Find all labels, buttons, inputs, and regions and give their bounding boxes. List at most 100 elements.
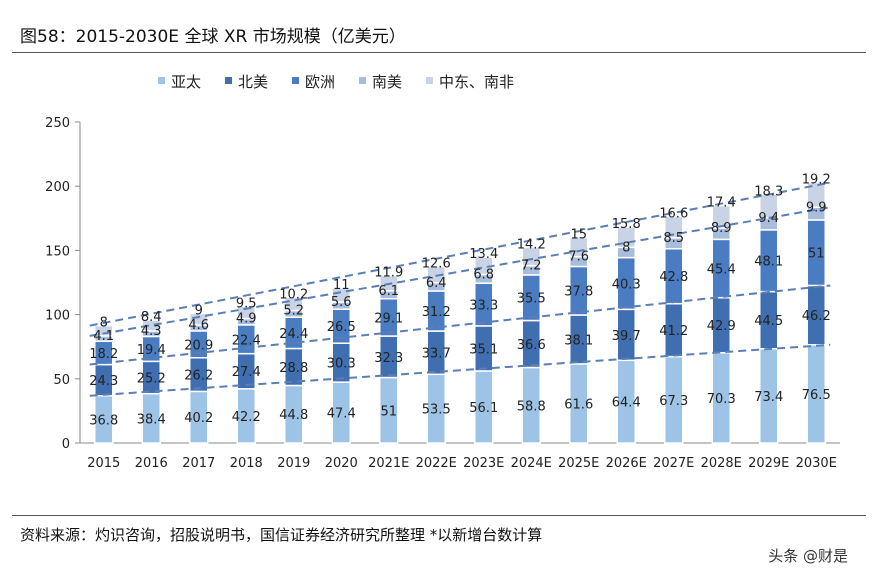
data-label: 33.3 — [469, 299, 498, 314]
data-label: 4.9 — [236, 312, 257, 327]
data-label: 46.2 — [802, 309, 831, 324]
data-label: 53.5 — [422, 403, 451, 418]
data-label: 22.4 — [232, 333, 261, 348]
x-tick-label: 2028E — [701, 456, 742, 471]
x-tick-label: 2019 — [277, 456, 310, 471]
bar-segment — [711, 204, 731, 229]
bar-segment — [141, 319, 161, 332]
data-label: 19.2 — [802, 173, 831, 188]
data-label: 38.4 — [137, 412, 166, 427]
data-label: 5.6 — [331, 295, 352, 310]
data-label: 64.4 — [612, 396, 641, 411]
data-label: 28.8 — [279, 361, 308, 376]
legend-swatch — [359, 77, 366, 84]
data-label: 9.9 — [806, 200, 827, 215]
data-label: 17.4 — [707, 196, 736, 211]
data-label: 26.2 — [184, 369, 213, 384]
y-tick-label: 200 — [45, 180, 70, 195]
data-label: 36.6 — [517, 338, 546, 353]
legend-swatch — [158, 77, 165, 84]
data-label: 7.2 — [521, 259, 542, 274]
data-label: 44.5 — [754, 314, 783, 329]
legend-swatch — [426, 77, 433, 84]
data-label: 44.8 — [279, 408, 308, 423]
data-label: 9 — [195, 303, 203, 318]
x-tick-label: 2024E — [511, 456, 552, 471]
x-tick-label: 2023E — [463, 456, 504, 471]
stacked-bar-chart: 0 50 100 150 200 250 2015 2016 2017 2018 2019 2020 2… — [45, 73, 840, 471]
data-label: 39.7 — [612, 329, 641, 344]
data-label: 31.2 — [422, 305, 451, 320]
data-label: 47.4 — [327, 407, 356, 422]
legend-label: 中东、南非 — [439, 73, 514, 91]
trend-line — [89, 181, 831, 327]
data-label: 20.9 — [184, 338, 213, 353]
data-label: 61.6 — [564, 397, 593, 412]
data-label: 32.3 — [374, 351, 403, 366]
data-label: 15 — [570, 227, 587, 242]
data-label: 73.4 — [754, 390, 783, 405]
chart-title: 图58：2015-2030E 全球 XR 市场规模（亿美元） — [20, 27, 406, 47]
data-label: 8 — [622, 240, 630, 255]
data-label: 14.2 — [517, 237, 546, 252]
x-tick-label: 2017 — [182, 456, 215, 471]
data-label: 36.8 — [89, 413, 118, 428]
data-label: 13.4 — [469, 247, 498, 262]
trend-line — [89, 343, 831, 397]
data-label: 16.6 — [659, 207, 688, 222]
data-label: 70.3 — [707, 392, 736, 407]
x-tick-label: 2027E — [653, 456, 694, 471]
data-label: 33.7 — [422, 347, 451, 362]
legend-label: 北美 — [238, 73, 268, 91]
source-note: 资料来源：灼识咨询，招股说明书，国信证券经济研究所整理 *以新增台数计算 — [20, 526, 543, 544]
x-tick-label: 2020 — [325, 456, 358, 471]
data-label: 8.4 — [141, 310, 162, 325]
bar-segment — [331, 287, 351, 303]
data-label: 42.9 — [707, 319, 736, 334]
data-label: 11 — [333, 278, 350, 293]
data-label: 4.1 — [93, 329, 114, 344]
data-label: 25.2 — [137, 372, 166, 387]
data-label: 30.3 — [327, 357, 356, 372]
data-label: 19.4 — [137, 343, 166, 358]
data-label: 67.3 — [659, 394, 688, 409]
data-label: 8.5 — [663, 231, 684, 246]
data-label: 6.1 — [378, 284, 399, 299]
data-label: 51 — [808, 247, 825, 262]
x-tick-label: 2018 — [230, 456, 263, 471]
data-label: 26.5 — [327, 320, 356, 335]
data-label: 9.4 — [758, 211, 779, 226]
y-tick-label: 100 — [45, 309, 70, 324]
data-label: 41.2 — [659, 324, 688, 339]
y-tick-label: 50 — [53, 373, 70, 388]
trend-line — [89, 284, 831, 366]
data-label: 48.1 — [754, 255, 783, 270]
data-label: 10.2 — [279, 287, 308, 302]
data-label: 45.4 — [707, 263, 736, 278]
data-label: 29.1 — [374, 311, 403, 326]
data-label: 35.1 — [469, 342, 498, 357]
data-label: 18.2 — [89, 347, 118, 362]
trend-line — [89, 206, 831, 337]
bar-segment — [236, 305, 256, 320]
data-label: 6.4 — [426, 276, 447, 291]
y-tick-label: 0 — [62, 437, 70, 452]
data-label: 24.4 — [279, 327, 308, 342]
data-label: 35.5 — [517, 292, 546, 307]
data-label: 7.6 — [568, 250, 589, 265]
data-label: 9.5 — [236, 296, 257, 311]
watermark: 头条 @财是 — [768, 547, 848, 565]
data-label: 40.2 — [184, 411, 213, 426]
legend-label: 南美 — [372, 73, 402, 91]
x-tick-label: 2030E — [796, 456, 837, 471]
legend-swatch — [225, 77, 232, 84]
bottom-divider — [12, 515, 866, 516]
data-label: 42.8 — [659, 270, 688, 285]
bar-segment — [521, 246, 541, 267]
x-tick-label: 2015 — [87, 456, 120, 471]
data-label: 12.6 — [422, 257, 451, 272]
x-tick-label: 2016 — [135, 456, 168, 471]
data-label: 58.8 — [517, 399, 546, 414]
x-tick-label: 2026E — [606, 456, 647, 471]
bar-segment — [806, 181, 826, 209]
